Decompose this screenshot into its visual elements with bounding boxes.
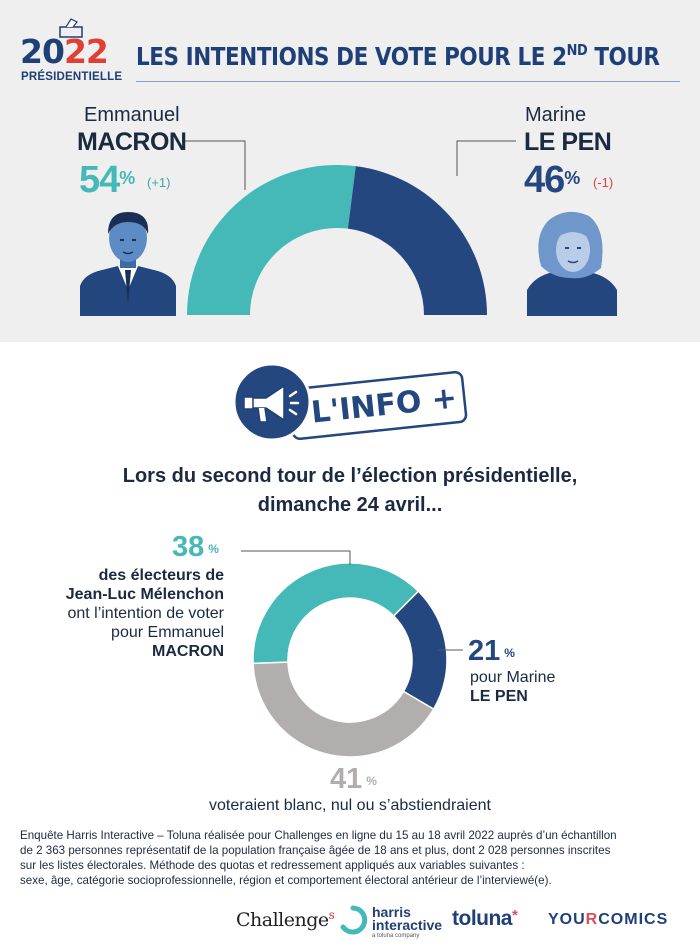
segment-macron-leader-line <box>241 550 351 565</box>
donut-slice-blanc <box>252 661 435 758</box>
harris-interactive-logo-icon <box>340 905 368 935</box>
half-donut-chart <box>184 140 516 315</box>
section-subtitle: Lors du second tour de l’élection présid… <box>122 465 578 516</box>
segment-macron-percent: 38% <box>172 531 219 563</box>
donut-slice-macron <box>252 562 420 665</box>
harris-interactive-tagline: a toluna company <box>372 933 420 939</box>
logo-subtitle: PRÉSIDENTIELLE <box>21 71 123 83</box>
lepen-last-name: LE PEN <box>524 128 612 156</box>
partner-logos: Challenges harris interactive a toluna co… <box>0 895 700 945</box>
megaphone-icon <box>243 384 300 423</box>
macron-percent: 54% <box>79 159 135 201</box>
segment-lepen-label: pour Marine LE PEN <box>470 669 556 705</box>
yourcomics-logo: YOURCOMICS <box>548 911 669 928</box>
lepen-percent: 46% <box>524 159 580 201</box>
half-donut-slice-macron <box>187 165 356 315</box>
lepen-portrait <box>527 211 617 316</box>
harris-interactive-logo: harris interactive <box>372 904 443 933</box>
macron-portrait <box>80 212 176 316</box>
toluna-logo: toluna* <box>452 907 518 930</box>
lepen-leader-line <box>456 140 516 176</box>
page-title: LES INTENTIONS DE VOTE POUR LE 2ND TOUR <box>136 41 660 71</box>
segment-macron-label: des électeurs de Jean-Luc Mélenchon ont … <box>65 567 224 660</box>
macron-last-name: MACRON <box>77 128 187 156</box>
title-underline <box>136 81 680 82</box>
macron-leader-line <box>184 140 246 190</box>
segment-blanc-label: voteraient blanc, nul ou s’abstiendraien… <box>209 797 491 814</box>
ballot-box-icon <box>59 18 83 38</box>
presidentielle-2022-logo: 2022 PRÉSIDENTIELLE <box>20 18 124 84</box>
segment-lepen-percent: 21% <box>468 635 515 667</box>
info-plus-badge: L'INFO + <box>232 362 468 442</box>
segment-blanc-percent: 41% <box>330 763 377 795</box>
lepen-change: (-1) <box>593 175 614 190</box>
macron-first-name: Emmanuel <box>84 104 180 126</box>
challenges-logo: Challenges <box>236 908 335 931</box>
methodology-note: Enquête Harris Interactive – Toluna réal… <box>20 829 617 887</box>
half-donut-slice-lepen <box>347 166 487 315</box>
macron-change: (+1) <box>147 175 171 190</box>
logo-year: 2022 <box>20 32 109 71</box>
lepen-first-name: Marine <box>525 104 587 126</box>
